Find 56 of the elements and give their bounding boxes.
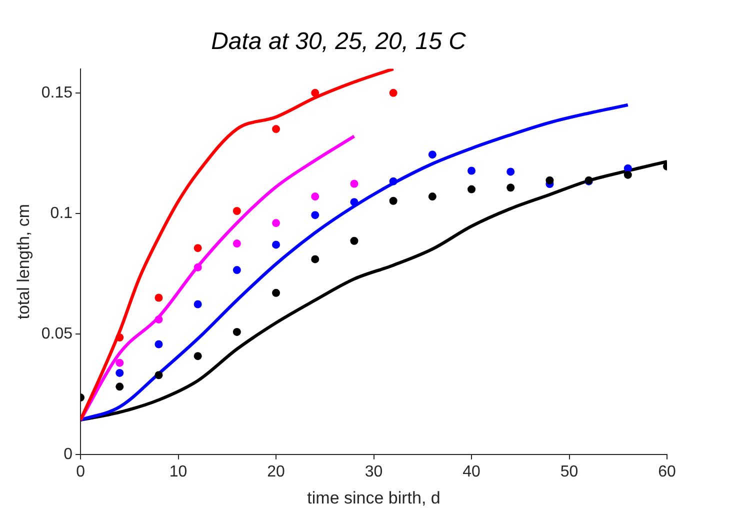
x-tick-label: 0: [76, 463, 86, 480]
point: [506, 184, 515, 192]
point: [389, 177, 398, 186]
point: [154, 340, 163, 348]
point: [154, 294, 163, 302]
point: [624, 170, 632, 179]
line-series: [80, 160, 667, 422]
point: [311, 211, 320, 220]
point: [272, 219, 280, 228]
point: [194, 244, 202, 252]
x-tick-label: 20: [267, 463, 286, 480]
x-tick-label: 30: [364, 463, 383, 480]
line-series: [80, 134, 356, 422]
y-axis-title: total length, cm: [14, 204, 33, 320]
point: [154, 315, 163, 324]
x-tick-label: 60: [658, 463, 676, 480]
point: [154, 371, 163, 380]
y-tick-label: 0.1: [50, 204, 73, 222]
line-series: [80, 103, 630, 422]
point: [232, 240, 241, 248]
point: [350, 180, 358, 188]
point: [194, 352, 202, 360]
point: [272, 125, 280, 134]
line-series: [80, 68, 395, 422]
y-tick-label: 0: [64, 446, 73, 463]
point: [272, 240, 280, 249]
point: [389, 196, 398, 205]
point: [232, 206, 241, 215]
point: [350, 236, 358, 245]
point: [350, 198, 358, 206]
point: [232, 266, 241, 274]
point: [311, 192, 320, 201]
point: [272, 288, 280, 297]
y-tick-label: 0.15: [41, 84, 73, 102]
point: [546, 176, 554, 184]
chart-title: Data at 30, 25, 20, 15 C: [211, 28, 467, 56]
point: [232, 328, 241, 336]
x-tick-label: 10: [169, 463, 188, 480]
point: [116, 334, 124, 342]
x-tick-label: 40: [462, 463, 481, 480]
point: [116, 382, 124, 391]
x-axis-title: time since birth, d: [307, 488, 440, 508]
point: [194, 263, 202, 272]
point: [428, 150, 436, 159]
point: [194, 300, 202, 308]
point: [506, 168, 515, 176]
point: [468, 166, 476, 175]
point: [116, 368, 124, 377]
point: [311, 255, 320, 264]
point: [311, 88, 320, 97]
y-tick-label: 0.05: [41, 325, 73, 342]
point: [468, 185, 476, 194]
point: [389, 88, 398, 97]
x-tick-label: 50: [560, 463, 578, 480]
point: [428, 192, 436, 201]
point: [116, 358, 124, 367]
